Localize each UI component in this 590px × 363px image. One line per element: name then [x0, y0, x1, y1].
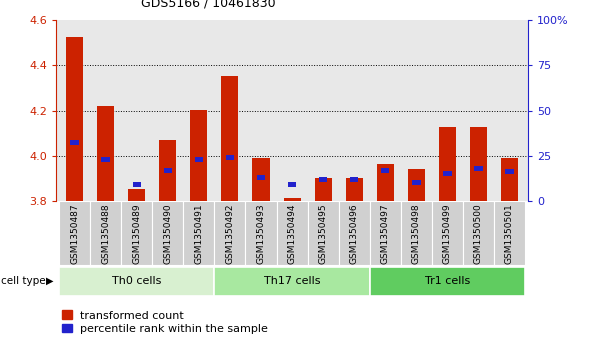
Text: GSM1350500: GSM1350500: [474, 203, 483, 264]
Bar: [163, 168, 172, 174]
Bar: [225, 155, 234, 160]
Bar: [470, 127, 487, 201]
Text: GSM1350495: GSM1350495: [319, 203, 327, 264]
Text: GSM1350496: GSM1350496: [350, 203, 359, 264]
FancyBboxPatch shape: [152, 201, 183, 265]
Text: GSM1350494: GSM1350494: [287, 203, 297, 264]
Text: cell type: cell type: [1, 276, 45, 286]
Text: GSM1350499: GSM1350499: [443, 203, 452, 264]
Bar: [350, 178, 358, 183]
FancyBboxPatch shape: [214, 266, 370, 296]
Bar: [505, 170, 514, 175]
Bar: [159, 140, 176, 201]
Bar: [376, 164, 394, 201]
FancyBboxPatch shape: [494, 201, 525, 265]
FancyBboxPatch shape: [183, 201, 214, 265]
Bar: [412, 180, 421, 185]
Bar: [133, 182, 141, 187]
FancyBboxPatch shape: [339, 201, 370, 265]
FancyBboxPatch shape: [307, 201, 339, 265]
Text: Th17 cells: Th17 cells: [264, 276, 320, 286]
Text: GSM1350487: GSM1350487: [70, 203, 79, 264]
FancyBboxPatch shape: [370, 266, 525, 296]
FancyBboxPatch shape: [90, 201, 122, 265]
FancyBboxPatch shape: [401, 201, 432, 265]
Text: GDS5166 / 10461830: GDS5166 / 10461830: [141, 0, 276, 9]
Bar: [253, 158, 270, 201]
Text: GSM1350501: GSM1350501: [505, 203, 514, 264]
FancyBboxPatch shape: [432, 201, 463, 265]
Bar: [284, 198, 300, 201]
Text: GSM1350498: GSM1350498: [412, 203, 421, 264]
Bar: [346, 178, 363, 201]
FancyBboxPatch shape: [245, 201, 277, 265]
FancyBboxPatch shape: [277, 201, 307, 265]
Bar: [191, 110, 208, 201]
Bar: [128, 189, 145, 201]
Bar: [257, 175, 266, 180]
Text: GSM1350489: GSM1350489: [132, 203, 141, 264]
Bar: [195, 157, 203, 162]
Bar: [319, 178, 327, 183]
FancyBboxPatch shape: [463, 201, 494, 265]
Text: GSM1350497: GSM1350497: [381, 203, 390, 264]
Bar: [101, 157, 110, 162]
Bar: [66, 37, 83, 201]
FancyBboxPatch shape: [214, 201, 245, 265]
Text: GSM1350491: GSM1350491: [194, 203, 204, 264]
Bar: [97, 106, 114, 201]
Text: Th0 cells: Th0 cells: [112, 276, 162, 286]
Text: Tr1 cells: Tr1 cells: [425, 276, 470, 286]
Bar: [381, 168, 389, 174]
Text: GSM1350490: GSM1350490: [163, 203, 172, 264]
Text: ▶: ▶: [45, 276, 53, 286]
Bar: [288, 182, 296, 187]
FancyBboxPatch shape: [59, 266, 214, 296]
Bar: [439, 127, 456, 201]
Bar: [474, 166, 483, 171]
Bar: [408, 168, 425, 201]
FancyBboxPatch shape: [59, 201, 90, 265]
Bar: [314, 178, 332, 201]
FancyBboxPatch shape: [370, 201, 401, 265]
Text: GSM1350493: GSM1350493: [257, 203, 266, 264]
Bar: [70, 140, 79, 145]
Bar: [443, 171, 451, 176]
Bar: [221, 76, 238, 201]
Text: GSM1350488: GSM1350488: [101, 203, 110, 264]
FancyBboxPatch shape: [122, 201, 152, 265]
Legend: transformed count, percentile rank within the sample: transformed count, percentile rank withi…: [61, 310, 268, 334]
Text: GSM1350492: GSM1350492: [225, 203, 234, 264]
Bar: [501, 158, 518, 201]
